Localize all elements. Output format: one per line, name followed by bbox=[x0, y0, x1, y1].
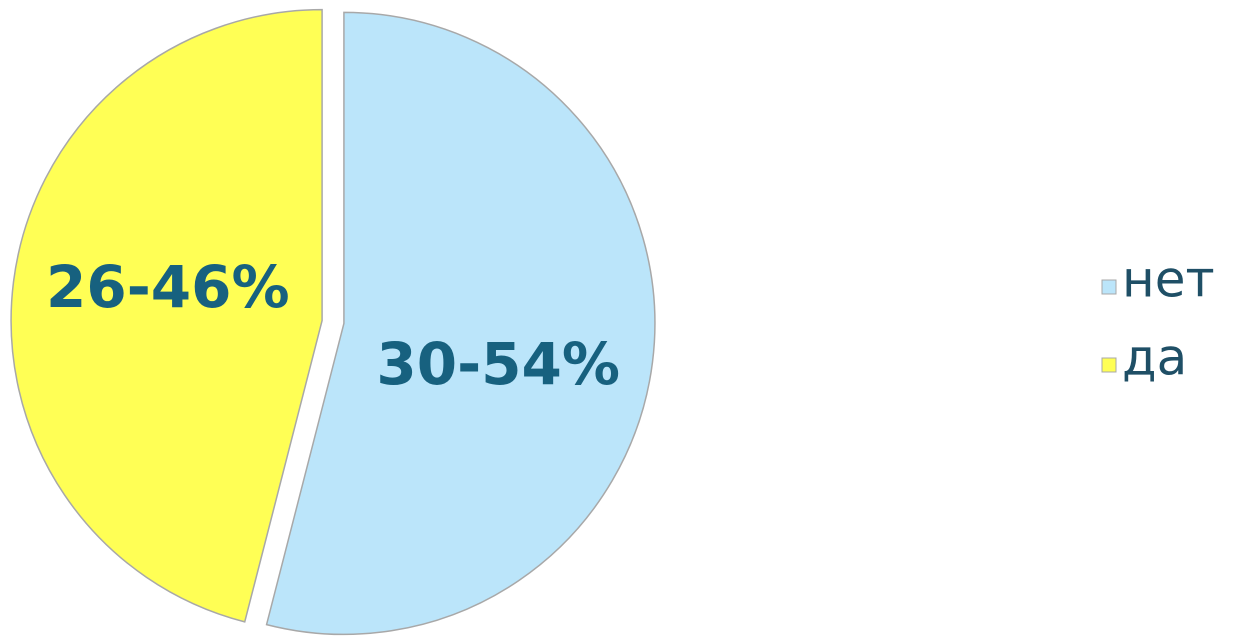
legend-label: да bbox=[1122, 329, 1187, 387]
value-label: 30-54% bbox=[376, 330, 620, 398]
legend-marker bbox=[1101, 279, 1117, 295]
pie-slice bbox=[265, 11, 656, 636]
pie-slice bbox=[10, 8, 323, 623]
value-label: 26-46% bbox=[46, 253, 290, 321]
legend-label: нет bbox=[1122, 251, 1215, 309]
legend-marker bbox=[1101, 357, 1117, 373]
